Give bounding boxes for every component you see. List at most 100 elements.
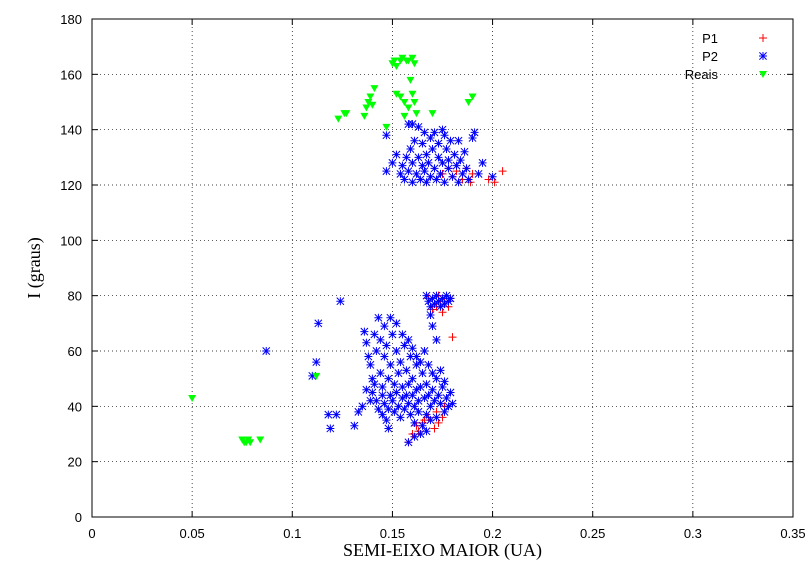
data-point-p2: [332, 410, 341, 419]
data-point-p2: [444, 297, 453, 306]
legend-marker-p2: [759, 52, 767, 60]
data-point-p2: [408, 391, 417, 400]
data-point-reais: [368, 101, 377, 109]
data-point-p2: [396, 413, 405, 422]
data-point-reais: [464, 99, 473, 106]
data-point-p2: [384, 405, 393, 414]
data-point-p2: [376, 335, 385, 344]
data-point-p2: [388, 330, 397, 339]
data-point-p2: [408, 178, 417, 187]
data-point-reais: [392, 63, 401, 71]
data-point-p2: [438, 382, 447, 391]
data-point-reais: [342, 110, 351, 118]
data-point-p2: [414, 122, 423, 131]
data-point-p2: [428, 145, 437, 154]
data-point-p2: [426, 172, 435, 181]
data-point-p2: [386, 360, 395, 369]
data-point-p2: [382, 131, 391, 140]
data-point-p2: [404, 120, 413, 129]
data-point-p2: [378, 382, 387, 391]
grid-lines: [92, 19, 793, 517]
data-point-p2: [262, 347, 271, 355]
data-point-reais: [246, 439, 255, 447]
data-point-p2: [400, 405, 409, 414]
data-point-p2: [402, 391, 411, 400]
data-point-reais: [406, 76, 415, 84]
data-point-p2: [416, 358, 425, 367]
data-point-p2: [410, 432, 419, 441]
data-point-p2: [470, 128, 479, 137]
data-point-p2: [374, 313, 383, 322]
data-point-p2: [408, 158, 417, 167]
data-point-p2: [382, 341, 391, 350]
data-point-p2: [308, 371, 317, 380]
data-point-p2: [432, 175, 441, 184]
data-point-p2: [358, 402, 367, 411]
data-point-p2: [430, 396, 439, 405]
data-point-p2: [408, 120, 417, 129]
data-point-reais: [370, 85, 379, 93]
data-point-p2: [376, 369, 385, 378]
data-point-p2: [410, 402, 419, 411]
x-tick-label: 0.2: [484, 526, 502, 541]
data-point-p2: [380, 352, 389, 361]
data-point-p2: [438, 158, 447, 167]
data-point-reais: [412, 110, 421, 118]
data-point-p2: [314, 319, 323, 328]
data-point-p2: [406, 410, 415, 419]
data-point-p2: [430, 299, 439, 308]
data-point-p2: [428, 385, 437, 394]
data-point-p2: [370, 330, 379, 339]
data-point-p2: [324, 410, 333, 419]
data-point-p2: [442, 394, 451, 403]
data-point-p2: [404, 399, 413, 408]
data-point-p2: [440, 377, 449, 386]
y-tick-label: 0: [75, 510, 82, 525]
data-point-p2: [412, 352, 421, 361]
data-point-p2: [458, 169, 467, 178]
series-reais: [188, 54, 477, 447]
x-tick-label: 0.3: [684, 526, 702, 541]
data-point-p2: [394, 402, 403, 411]
data-point-p2: [420, 394, 429, 403]
data-point-p2: [444, 164, 453, 173]
data-point-reais: [256, 436, 265, 444]
data-point-p1: [490, 178, 499, 187]
data-point-p2: [432, 374, 441, 383]
y-tick-label: 100: [60, 233, 82, 248]
series-p2: [262, 120, 497, 447]
y-tick-label: 80: [68, 289, 82, 304]
data-point-p2: [392, 347, 401, 355]
data-point-p2: [394, 369, 403, 378]
data-point-p2: [378, 410, 387, 419]
data-point-reais: [404, 104, 413, 112]
data-point-p2: [434, 297, 443, 306]
data-point-p2: [390, 380, 399, 389]
data-point-p2: [398, 330, 407, 339]
data-point-p2: [362, 338, 371, 347]
data-point-p2: [424, 360, 433, 369]
data-point-p2: [388, 158, 397, 167]
data-point-p2: [430, 164, 439, 173]
data-point-reais: [366, 93, 375, 101]
data-point-p2: [438, 294, 447, 303]
y-tick-label: 20: [68, 455, 82, 470]
data-point-reais: [404, 57, 413, 65]
x-tick-label: 0.25: [580, 526, 605, 541]
data-point-p2: [444, 402, 453, 411]
data-point-p2: [424, 297, 433, 306]
data-point-p2: [408, 344, 417, 353]
data-point-p2: [360, 327, 369, 336]
data-point-reais: [428, 110, 437, 118]
data-point-p2: [414, 407, 423, 416]
data-point-p2: [436, 169, 445, 178]
data-point-p2: [446, 388, 455, 397]
data-point-p2: [460, 147, 469, 156]
y-tick-label: 60: [68, 344, 82, 359]
data-point-reais: [334, 115, 343, 123]
data-point-reais: [312, 372, 321, 380]
data-point-p1: [498, 167, 507, 176]
data-point-p2: [406, 145, 415, 154]
data-point-p2: [426, 302, 435, 311]
data-point-p2: [428, 369, 437, 378]
